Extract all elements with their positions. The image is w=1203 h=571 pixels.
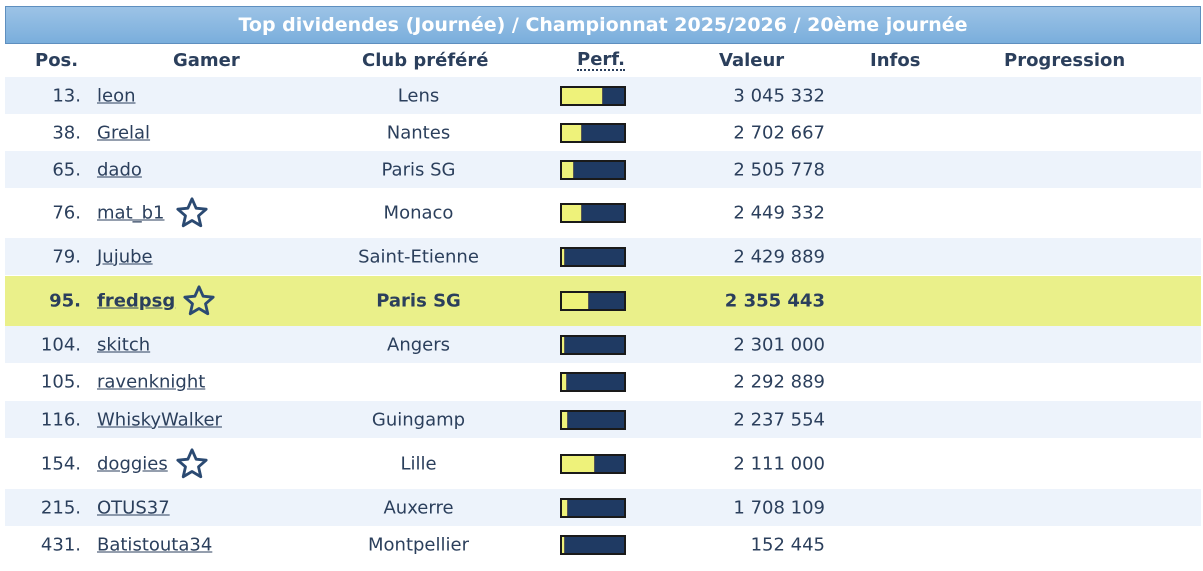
perf-bar-fill [562, 373, 567, 390]
perf-bar-fill [562, 87, 604, 104]
value-amount: 2 111 000 [733, 453, 825, 474]
gamer-link[interactable]: doggies [97, 453, 168, 474]
favorite-club: Paris SG [376, 290, 461, 312]
table-row: 38. Grelal Nantes 2 702 667 [5, 114, 1201, 151]
perf-bar-fill [562, 205, 582, 221]
perf-bar [560, 159, 626, 180]
gamer-link[interactable]: OTUS37 [97, 497, 170, 518]
perf-bar [560, 291, 626, 311]
value-amount: 152 445 [750, 534, 825, 555]
table-row: 105. ravenknight 2 292 889 [5, 363, 1201, 400]
rank-position: 65. [52, 159, 81, 180]
header-valeur[interactable]: Valeur [719, 50, 785, 71]
perf-bar-fill [562, 336, 566, 353]
star-icon[interactable] [175, 447, 209, 481]
favorite-club: Saint-Etienne [358, 246, 479, 267]
table-row: 154. doggies Lille 2 111 000 [5, 438, 1201, 489]
value-amount: 1 708 109 [733, 497, 825, 518]
value-amount: 2 505 778 [733, 159, 825, 180]
value-amount: 2 702 667 [733, 122, 825, 143]
gamer-link[interactable]: skitch [97, 334, 151, 355]
favorite-club: Angers [387, 334, 450, 355]
rank-position: 95. [49, 290, 81, 312]
perf-bar [560, 85, 626, 106]
favorite-club: Montpellier [368, 534, 469, 555]
star-icon[interactable] [182, 284, 216, 318]
table-row: 79. Jujube Saint-Etienne 2 429 889 [5, 238, 1201, 275]
perf-bar [560, 453, 626, 474]
rank-position: 79. [52, 246, 81, 267]
rank-position: 154. [40, 453, 81, 474]
perf-bar-fill [562, 293, 590, 309]
table-row: 13. leon Lens 3 045 332 [5, 77, 1201, 114]
favorite-club: Lens [397, 85, 440, 106]
table-row: 431. Batistouta34 Montpellier 152 445 [5, 526, 1201, 563]
table-row: 95. fredpsg Paris SG 2 355 443 [5, 276, 1201, 326]
header-perf[interactable]: Perf. [577, 49, 625, 71]
favorite-club: Nantes [386, 122, 451, 143]
value-amount: 3 045 332 [733, 85, 825, 106]
table-row: 215. OTUS37 Auxerre 1 708 109 [5, 489, 1201, 526]
perf-bar-fill [562, 124, 582, 141]
header-pos[interactable]: Pos. [35, 50, 79, 71]
perf-bar [560, 203, 626, 223]
table-row: 65. dado Paris SG 2 505 778 [5, 151, 1201, 188]
perf-bar-fill [562, 411, 568, 428]
perf-bar [560, 534, 626, 555]
gamer-link[interactable]: leon [97, 85, 136, 106]
gamer-link[interactable]: ravenknight [97, 371, 206, 392]
perf-bar-fill [562, 455, 596, 472]
rank-position: 431. [40, 534, 81, 555]
value-amount: 2 429 889 [733, 246, 825, 267]
value-amount: 2 292 889 [733, 371, 825, 392]
rank-position: 116. [40, 409, 81, 430]
gamer-link[interactable]: mat_b1 [97, 202, 165, 224]
rank-position: 105. [40, 371, 81, 392]
perf-bar-fill [562, 499, 568, 516]
favorite-club: Auxerre [383, 497, 454, 518]
table-header: Pos. Gamer Club préféré Perf. Valeur Inf… [5, 46, 1201, 76]
gamer-link[interactable]: fredpsg [97, 290, 176, 312]
table-row: 104. skitch Angers 2 301 000 [5, 326, 1201, 363]
table-row: 76. mat_b1 Monaco 2 449 332 [5, 188, 1201, 238]
value-amount: 2 237 554 [733, 409, 825, 430]
favorite-club: Monaco [383, 202, 454, 224]
favorite-club: Lille [400, 453, 437, 474]
gamer-link[interactable]: Batistouta34 [97, 534, 213, 555]
perf-bar [560, 122, 626, 143]
rank-position: 215. [40, 497, 81, 518]
header-gamer[interactable]: Gamer [173, 50, 240, 71]
perf-bar [560, 246, 626, 267]
perf-bar-fill [562, 536, 565, 553]
value-amount: 2 355 443 [724, 290, 825, 312]
perf-bar [560, 371, 626, 392]
gamer-link[interactable]: dado [97, 159, 142, 180]
perf-bar-fill [562, 161, 575, 178]
gamer-link[interactable]: Grelal [97, 122, 151, 143]
gamer-link[interactable]: WhiskyWalker [97, 409, 222, 430]
rank-position: 13. [52, 85, 81, 106]
perf-bar [560, 497, 626, 518]
header-club[interactable]: Club préféré [362, 50, 489, 71]
rank-position: 104. [40, 334, 81, 355]
star-icon[interactable] [175, 196, 209, 230]
perf-bar [560, 409, 626, 430]
gamer-link[interactable]: Jujube [97, 246, 153, 267]
favorite-club: Guingamp [371, 409, 466, 430]
table-row: 116. WhiskyWalker Guingamp 2 237 554 [5, 401, 1201, 438]
header-progression: Progression [1004, 50, 1126, 71]
header-infos: Infos [870, 50, 921, 71]
table-title: Top dividendes (Journée) / Championnat 2… [5, 6, 1201, 44]
perf-bar-fill [562, 248, 566, 265]
rank-position: 76. [52, 202, 81, 224]
favorite-club: Paris SG [381, 159, 456, 180]
rank-position: 38. [52, 122, 81, 143]
perf-bar [560, 334, 626, 355]
value-amount: 2 449 332 [733, 202, 825, 224]
value-amount: 2 301 000 [733, 334, 825, 355]
